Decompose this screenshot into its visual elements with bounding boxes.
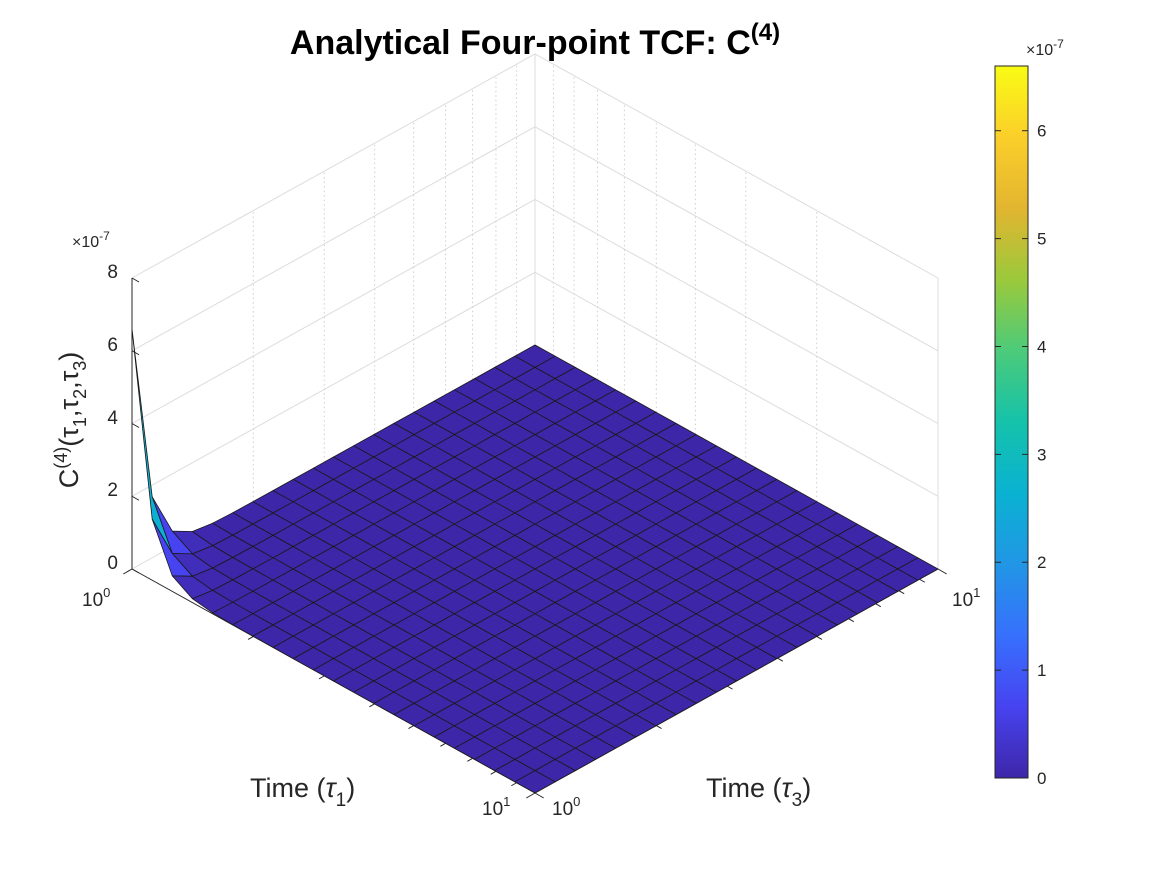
colorbar: 0 1 2 3 4 5 6 ×10-7 — [994, 37, 1064, 788]
colorbar-tick-label-6: 6 — [1037, 122, 1046, 141]
x-tick-mark-8 — [511, 782, 517, 787]
colorbar-tick-label-5: 5 — [1037, 230, 1046, 249]
y-tick-mark-0 — [534, 792, 544, 799]
x-tick-mark-9 — [526, 792, 536, 799]
z-tick-mark-2 — [131, 423, 140, 428]
x-tick-mark-7 — [490, 770, 497, 775]
z-tick-0: 0 — [107, 553, 118, 574]
x-tick-mark-3 — [369, 703, 375, 708]
y-tick-mark-4 — [816, 635, 823, 640]
z-tick-labels: 0 2 4 6 8 — [107, 262, 118, 574]
x-tick-label-max: 101 — [482, 794, 510, 820]
colorbar-gradient — [994, 65, 1029, 779]
y-axis-label: Time (τ3) — [706, 773, 811, 811]
z-tick-mark-3 — [131, 350, 140, 356]
colorbar-tick-label-3: 3 — [1037, 445, 1046, 464]
colorbar-ticks: 0 1 2 3 4 5 6 — [995, 122, 1046, 788]
y-tick-label-max: 101 — [952, 585, 980, 611]
x-tick-mark-6 — [467, 757, 473, 762]
chart-title: Analytical Four-point TCF: C(4) — [290, 19, 780, 62]
y-tick-mark-2 — [727, 685, 733, 690]
x-tick-label-min: 100 — [82, 585, 110, 611]
z-multiplier: ×10-7 — [72, 229, 110, 251]
colorbar-multiplier: ×10-7 — [1026, 37, 1064, 59]
x-tick-mark-4 — [408, 725, 414, 730]
z-tick-6: 6 — [107, 335, 118, 356]
surface-mesh — [131, 328, 939, 794]
y-tick-mark-9 — [937, 568, 947, 575]
z-tick-mark-4 — [131, 277, 140, 283]
colorbar-tick-label-0: 0 — [1037, 769, 1046, 788]
x-tick-mark-5 — [440, 742, 446, 747]
z-axis-label: C(4)(τ1,τ2,τ3) — [51, 352, 90, 489]
colorbar-tick-label-4: 4 — [1037, 337, 1046, 356]
x-tick-mark-0 — [123, 568, 133, 575]
x-axis-label: Time (τ1) — [250, 773, 355, 811]
y-tick-label-min: 100 — [552, 794, 580, 820]
y-tick-mark-3 — [777, 657, 784, 662]
z-tick-mark-1 — [131, 495, 140, 501]
colorbar-tick-label-2: 2 — [1037, 553, 1046, 572]
y-tick-mark-7 — [898, 590, 905, 595]
z-tick-4: 4 — [107, 408, 118, 429]
y-tick-mark-8 — [919, 578, 926, 583]
y-tick-mark-5 — [848, 618, 855, 623]
colorbar-tick-label-1: 1 — [1037, 661, 1046, 680]
z-tick-2: 2 — [107, 480, 118, 501]
z-tick-8: 8 — [107, 262, 118, 283]
x-tick-mark-1 — [247, 635, 254, 640]
surface-cell-19-0 — [514, 770, 556, 794]
x-tick-mark-2 — [318, 675, 325, 680]
y-tick-mark-6 — [875, 603, 882, 608]
z-tick-mark-0 — [131, 568, 140, 574]
y-tick-mark-1 — [656, 725, 662, 730]
